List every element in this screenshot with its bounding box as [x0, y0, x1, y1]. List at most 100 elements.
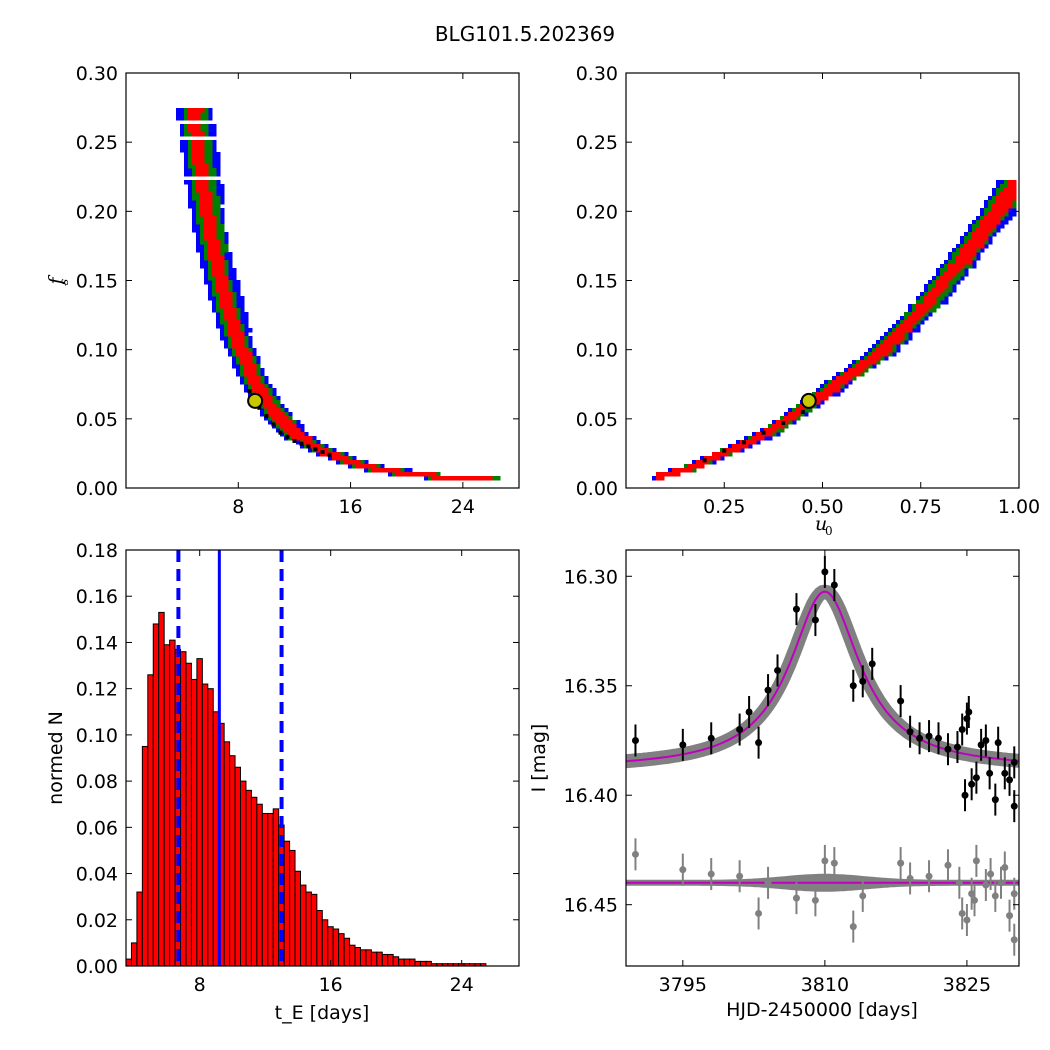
density-cell	[980, 220, 985, 225]
black-cell	[271, 422, 276, 427]
density-cell	[208, 244, 213, 249]
y-tick-label: 0.10	[76, 725, 118, 747]
density-cell	[228, 340, 233, 345]
density-cell	[896, 328, 901, 333]
model-uncertainty-band	[626, 584, 1019, 769]
density-cell	[224, 248, 229, 253]
density-cell	[268, 396, 273, 401]
density-cell	[844, 380, 849, 385]
density-cell	[884, 352, 889, 357]
density-cell	[840, 384, 845, 389]
density-cell	[228, 324, 233, 329]
density-cell	[1012, 204, 1017, 209]
density-cell	[216, 188, 221, 193]
density-cell	[208, 280, 213, 285]
density-cell	[864, 356, 869, 361]
density-cell	[952, 268, 957, 273]
density-cell	[240, 328, 245, 333]
density-cell	[264, 388, 269, 393]
density-cell	[860, 368, 865, 373]
density-cell	[268, 384, 273, 389]
density-cell	[916, 328, 921, 333]
density-cell	[208, 112, 213, 117]
density-cell	[904, 332, 909, 337]
density-cell	[888, 340, 893, 345]
density-cell	[728, 444, 733, 449]
density-cell	[240, 360, 245, 365]
density-cell	[204, 160, 209, 165]
histogram-bar	[403, 958, 411, 967]
density-cell	[964, 256, 969, 261]
density-cell	[208, 292, 213, 297]
density-cell	[876, 356, 881, 361]
density-cell	[228, 264, 233, 269]
residual-point	[968, 890, 976, 898]
density-cell	[244, 316, 249, 321]
density-cell	[224, 296, 229, 301]
density-cell	[264, 404, 269, 409]
density-cell	[260, 372, 265, 377]
density-cell	[180, 124, 185, 129]
density-cell	[876, 352, 881, 357]
histogram-bar	[419, 960, 427, 967]
density-cell	[932, 304, 937, 309]
density-cell	[400, 468, 405, 473]
density-cell	[216, 208, 221, 213]
density-cell	[336, 452, 341, 457]
density-cell	[940, 284, 945, 289]
density-cell	[980, 244, 985, 249]
density-cell	[996, 208, 1001, 213]
density-cell	[996, 180, 1001, 185]
density-cell	[984, 232, 989, 237]
y-tick-label: 0.25	[576, 132, 618, 154]
density-cell	[940, 288, 945, 293]
density-cell	[228, 320, 233, 325]
density-cell	[192, 204, 197, 209]
light-curve	[626, 555, 1019, 956]
density-cell	[756, 440, 761, 445]
data-point	[916, 734, 924, 742]
density-cell	[196, 112, 201, 117]
density-cell	[244, 380, 249, 385]
density-cell	[192, 124, 197, 129]
density-cell	[200, 216, 205, 221]
density-cell	[196, 160, 201, 165]
density-cell	[220, 212, 225, 217]
density-cell	[1000, 196, 1005, 201]
density-cell	[904, 336, 909, 341]
density-cell	[748, 440, 753, 445]
density-cell	[912, 324, 917, 329]
density-cell	[444, 476, 449, 481]
density-cell	[220, 256, 225, 261]
density-cell	[184, 140, 189, 145]
density-cell	[288, 420, 293, 425]
density-cell	[280, 416, 285, 421]
density-cell	[772, 428, 777, 433]
heatmap-fs_vs_tE	[176, 108, 501, 481]
density-cell	[220, 264, 225, 269]
density-cell	[988, 240, 993, 245]
density-cell	[212, 292, 217, 297]
density-cell	[248, 380, 253, 385]
density-cell	[228, 332, 233, 337]
residual-point	[792, 894, 800, 902]
x-tick-label: 0.50	[801, 496, 843, 518]
density-cell	[944, 276, 949, 281]
density-cell	[968, 224, 973, 229]
density-cell	[884, 356, 889, 361]
density-cell	[908, 324, 913, 329]
density-cell	[1004, 192, 1009, 197]
data-point	[982, 736, 990, 744]
density-cell	[976, 240, 981, 245]
density-cell	[216, 288, 221, 293]
histogram-bar	[359, 949, 367, 967]
density-cell	[880, 352, 885, 357]
density-cell	[256, 376, 261, 381]
y-tick-label: 0.30	[76, 63, 118, 85]
density-cell	[872, 360, 877, 365]
density-cell	[488, 476, 493, 481]
density-cell	[188, 140, 193, 145]
density-cell	[860, 360, 865, 365]
density-cell	[204, 248, 209, 253]
density-cell	[792, 416, 797, 421]
